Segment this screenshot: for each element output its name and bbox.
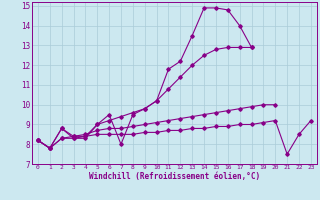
X-axis label: Windchill (Refroidissement éolien,°C): Windchill (Refroidissement éolien,°C): [89, 172, 260, 181]
